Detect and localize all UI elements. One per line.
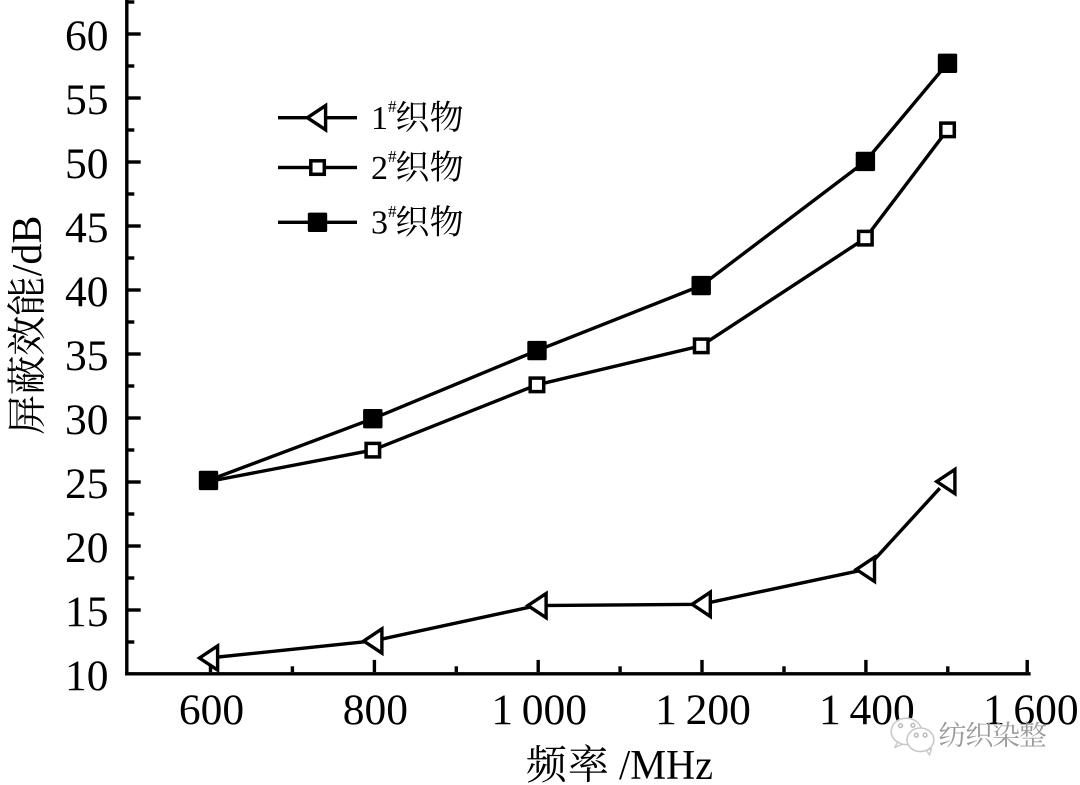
svg-text:25: 25 — [65, 460, 109, 508]
svg-text:55: 55 — [65, 76, 109, 124]
svg-text:2: 2 — [371, 150, 388, 187]
svg-text:1 000: 1 000 — [491, 686, 587, 734]
svg-text:20: 20 — [65, 524, 109, 572]
svg-text:40: 40 — [65, 268, 109, 316]
svg-text:35: 35 — [65, 332, 109, 380]
svg-text:#: # — [388, 147, 397, 166]
svg-text:10: 10 — [65, 652, 109, 700]
svg-text:#: # — [388, 202, 397, 221]
svg-text:#: # — [388, 97, 397, 116]
svg-text:/dB: /dB — [5, 216, 51, 277]
svg-text:50: 50 — [65, 140, 109, 188]
svg-text:600: 600 — [179, 686, 244, 734]
svg-text:30: 30 — [65, 396, 109, 444]
svg-text:/MHz: /MHz — [619, 743, 713, 785]
svg-text:800: 800 — [343, 686, 408, 734]
svg-text:15: 15 — [65, 588, 109, 636]
svg-text:1 200: 1 200 — [655, 686, 751, 734]
svg-text:3: 3 — [371, 205, 388, 242]
svg-text:60: 60 — [65, 12, 109, 60]
svg-text:45: 45 — [65, 204, 109, 252]
svg-text:1: 1 — [371, 100, 388, 137]
